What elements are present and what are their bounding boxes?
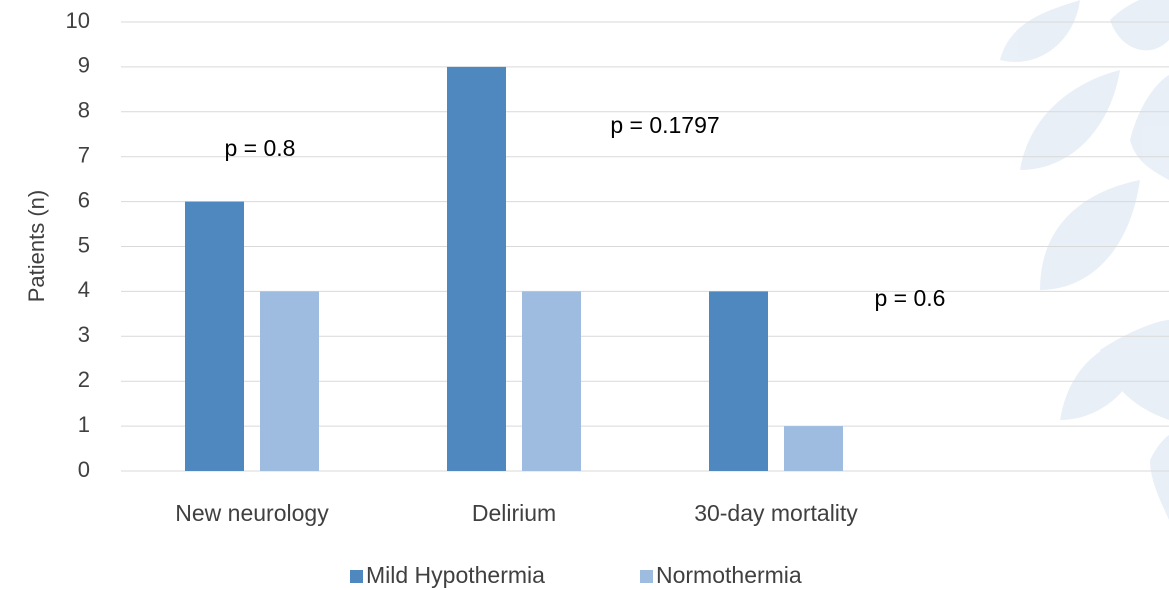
- legend-swatch: [350, 570, 363, 583]
- annotation: p = 0.8: [225, 135, 296, 161]
- y-tick-label: 1: [78, 412, 90, 437]
- x-tick-label: 30-day mortality: [694, 500, 858, 526]
- legend-label: Normothermia: [656, 562, 802, 588]
- y-tick-label: 10: [66, 8, 90, 33]
- bar: [522, 291, 581, 471]
- bar: [447, 67, 506, 471]
- legend-swatch: [640, 570, 653, 583]
- bar: [784, 426, 843, 471]
- bar: [260, 291, 319, 471]
- y-tick-label: 9: [78, 53, 90, 78]
- y-tick-label: 7: [78, 143, 90, 168]
- y-tick-label: 6: [78, 187, 90, 212]
- y-tick-label: 0: [78, 457, 90, 482]
- bar: [709, 291, 768, 471]
- y-tick-label: 4: [78, 277, 90, 302]
- y-tick-label: 8: [78, 98, 90, 123]
- x-tick-label: New neurology: [175, 500, 329, 526]
- legend-label: Mild Hypothermia: [366, 562, 545, 588]
- bar: [185, 202, 244, 471]
- y-axis-title: Patients (n): [24, 190, 49, 303]
- annotation: p = 0.6: [875, 285, 946, 311]
- y-tick-label: 5: [78, 232, 90, 257]
- annotation: p = 0.1797: [610, 112, 719, 138]
- y-tick-label: 2: [78, 367, 90, 392]
- y-tick-label: 3: [78, 322, 90, 347]
- chart: Patients (n) 0 1 2 3 4 5 6 7 8 9 10 New neurology De…: [0, 0, 1169, 590]
- background-decoration: [1000, 0, 1169, 520]
- x-tick-label: Delirium: [472, 500, 556, 526]
